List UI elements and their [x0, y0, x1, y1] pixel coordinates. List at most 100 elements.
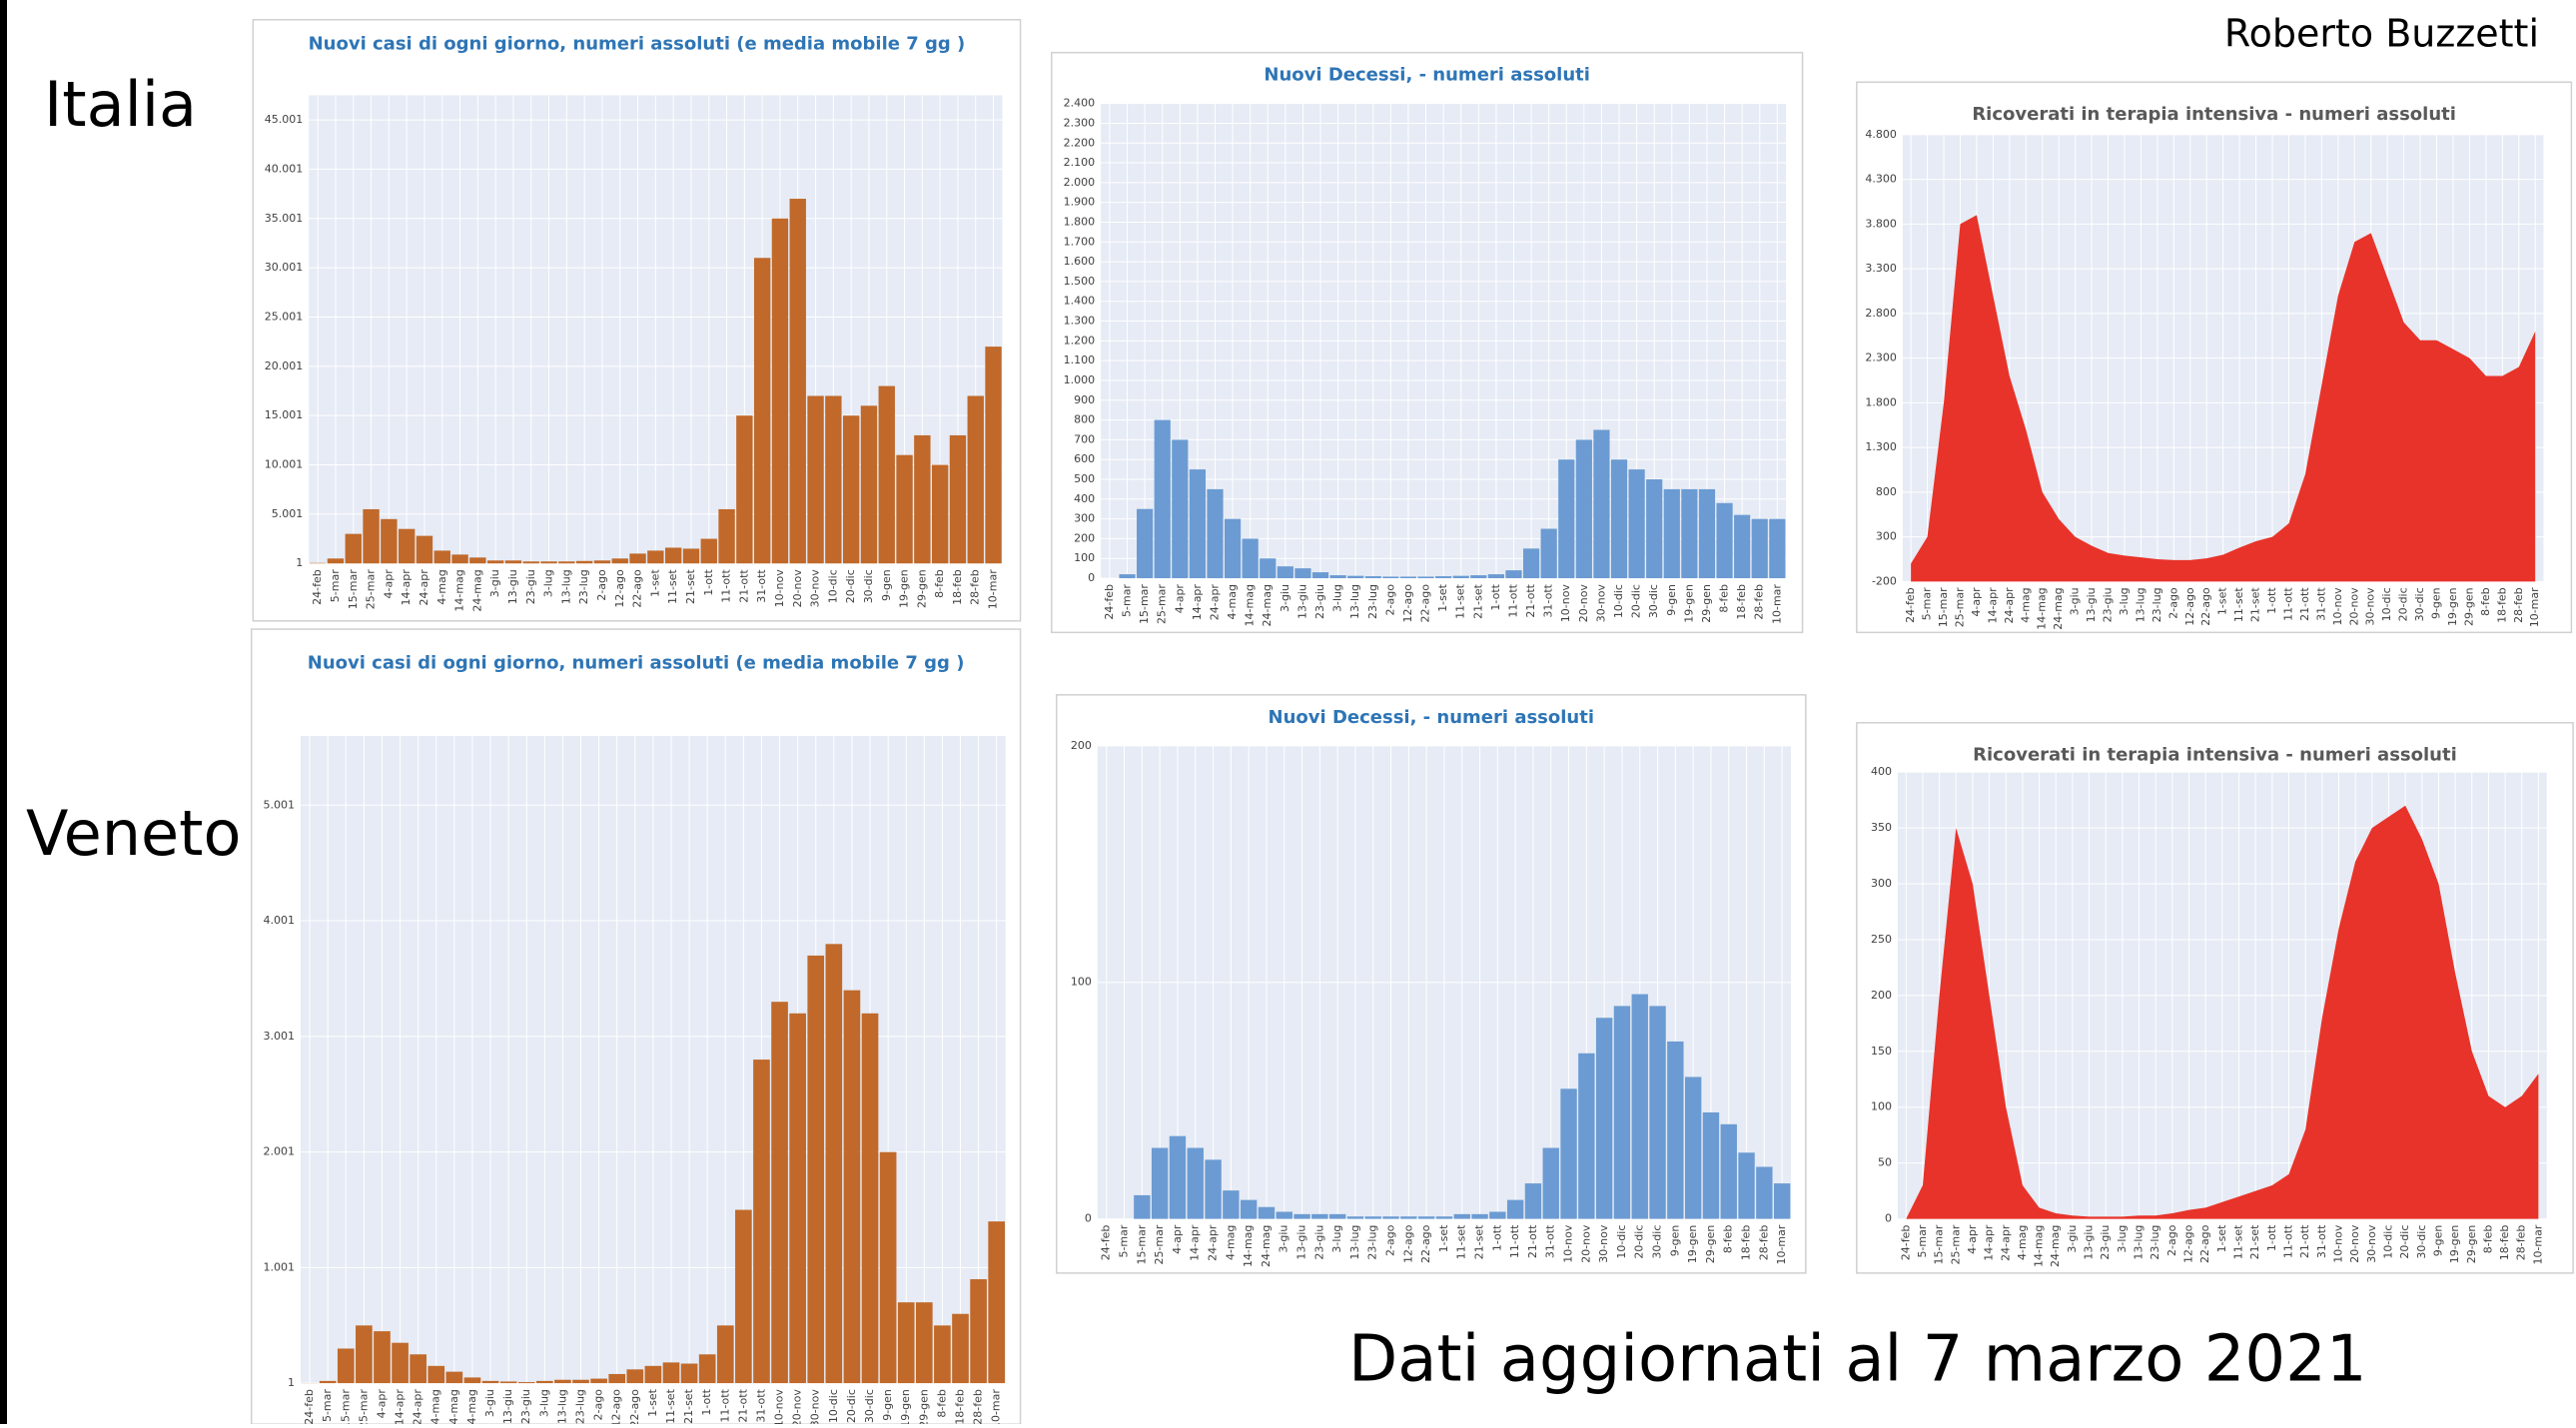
- x-tick-label: 3-lug: [537, 1389, 550, 1417]
- y-tick-label: 3.001: [264, 1030, 296, 1043]
- bar: [1400, 1216, 1416, 1218]
- bar: [540, 561, 556, 563]
- bar: [1578, 1054, 1594, 1219]
- x-tick-label: 21-set: [682, 1388, 695, 1423]
- bar: [428, 1366, 444, 1383]
- y-tick-label: 1.900: [1064, 196, 1096, 209]
- x-tick-label: 9-gen: [1668, 1225, 1681, 1257]
- bar: [523, 561, 539, 563]
- bar: [1646, 479, 1662, 578]
- bar: [1541, 529, 1557, 579]
- chart-title: Ricoverati in terapia intensiva - numeri…: [1972, 104, 2456, 125]
- x-tick-label: 9-gen: [2431, 1225, 2444, 1257]
- bar: [1488, 574, 1504, 578]
- x-tick-label: 10-dic: [826, 569, 839, 603]
- x-tick-label: 11-set: [1454, 583, 1467, 618]
- y-tick-label: 3.300: [1865, 262, 1897, 275]
- x-tick-label: 9-gen: [881, 1389, 894, 1421]
- y-tick-label: 1.300: [1865, 440, 1897, 453]
- x-tick-label: 4-apr: [382, 569, 395, 599]
- x-tick-label: 13-giu: [1295, 584, 1308, 619]
- x-tick-label: 10-nov: [773, 569, 786, 608]
- y-tick-label: 30.001: [265, 261, 304, 274]
- x-tick-label: 4-mag: [2016, 1225, 2029, 1260]
- y-tick-label: 10.001: [265, 458, 304, 471]
- x-tick-label: 24-mag: [470, 569, 483, 611]
- x-tick-label: 10-mar: [2528, 587, 2541, 627]
- x-tick-label: 14-apr: [1189, 1224, 1202, 1261]
- bar: [328, 558, 344, 563]
- bar: [1507, 1200, 1523, 1219]
- x-tick-label: 2-ago: [1383, 584, 1396, 616]
- x-tick-label: 22-ago: [631, 569, 644, 608]
- bar: [518, 1382, 535, 1383]
- x-tick-label: 23-giu: [519, 1389, 532, 1424]
- bar: [590, 1379, 607, 1384]
- bar: [1134, 1195, 1150, 1219]
- bar: [1294, 568, 1310, 578]
- x-tick-label: 28-feb: [1757, 1225, 1770, 1261]
- x-tick-label: 1-set: [1436, 583, 1449, 611]
- x-tick-label: 1-set: [2215, 1224, 2228, 1252]
- x-tick-label: 29-gen: [2465, 1225, 2478, 1264]
- x-tick-label: 12-ago: [1401, 1224, 1414, 1263]
- x-tick-label: 10-dic: [1615, 1225, 1628, 1259]
- y-tick-label: 25.001: [265, 310, 304, 323]
- bar: [1223, 1190, 1239, 1218]
- chart-title: Nuovi casi di ogni giorno, numeri assolu…: [308, 653, 965, 674]
- bar: [844, 991, 861, 1383]
- x-tick-label: 13-giu: [2085, 587, 2098, 622]
- bar: [338, 1348, 355, 1383]
- bar: [807, 395, 823, 563]
- bar: [1614, 1006, 1630, 1218]
- x-tick-label: 1-ott: [2265, 1224, 2278, 1251]
- x-tick-label: 21-ott: [1526, 1224, 1539, 1258]
- x-tick-label: 3-lug: [2118, 587, 2131, 615]
- bar: [1188, 1148, 1204, 1219]
- x-tick-label: 12-ago: [610, 1389, 623, 1424]
- x-tick-label: 3-giu: [2066, 1225, 2079, 1253]
- bar: [988, 1221, 1005, 1383]
- bar: [1365, 576, 1381, 578]
- bar: [469, 557, 485, 563]
- bar: [1667, 1042, 1683, 1219]
- bar: [1278, 566, 1293, 578]
- bar: [1312, 572, 1328, 578]
- x-tick-label: 24-mag: [2052, 587, 2065, 629]
- x-tick-label: 9-gen: [1665, 584, 1678, 616]
- y-tick-label: 1.800: [1064, 215, 1096, 228]
- x-tick-label: 11-ott: [2282, 1224, 2295, 1258]
- x-tick-label: 5-mar: [321, 1389, 334, 1422]
- bar: [934, 1325, 951, 1383]
- x-tick-label: 10-nov: [773, 1389, 786, 1424]
- bar: [1172, 439, 1188, 578]
- bar: [356, 1325, 373, 1383]
- bar: [735, 1210, 752, 1384]
- x-tick-label: 11-set: [2232, 1224, 2245, 1259]
- x-tick-label: 13-giu: [1295, 1225, 1308, 1260]
- bar: [1470, 575, 1486, 578]
- bar: [772, 219, 788, 563]
- y-tick-label: 1.800: [1865, 395, 1897, 408]
- x-tick-label: 24-feb: [1904, 587, 1917, 623]
- x-tick-label: 19-gen: [1682, 584, 1695, 623]
- bar: [683, 548, 699, 563]
- y-tick-label: 50: [1878, 1156, 1892, 1169]
- bar: [1347, 1216, 1363, 1218]
- bar: [1685, 1076, 1701, 1218]
- x-tick-label: 23-lug: [2150, 587, 2163, 622]
- bar: [1259, 1207, 1275, 1219]
- x-tick-label: 3-giu: [483, 1389, 496, 1417]
- region-label: Veneto: [26, 797, 241, 870]
- x-tick-label: 9-gen: [880, 569, 893, 601]
- bar: [1418, 1216, 1434, 1218]
- x-tick-label: 5-mar: [1121, 584, 1134, 617]
- left-edge: [0, 0, 7, 1424]
- x-tick-label: 4-mag: [435, 569, 448, 604]
- bar: [410, 1354, 427, 1383]
- x-tick-label: 11-ott: [2281, 587, 2294, 621]
- x-tick-label: 8-feb: [933, 569, 946, 598]
- x-tick-label: 30-nov: [2364, 587, 2377, 626]
- bar: [1629, 469, 1645, 578]
